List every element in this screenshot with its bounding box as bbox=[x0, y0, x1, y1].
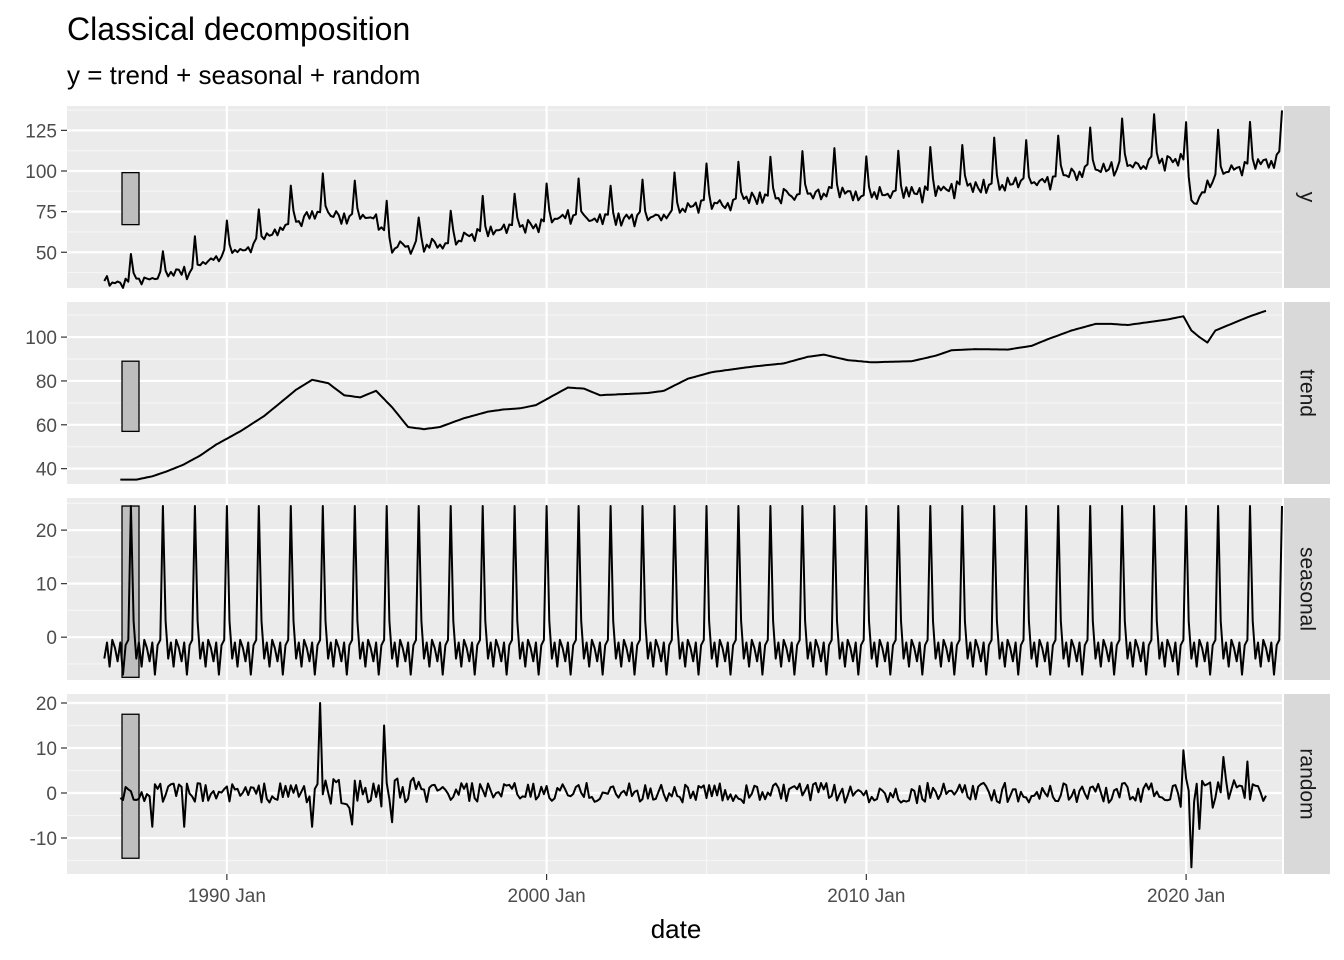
y-tick-label: 50 bbox=[36, 243, 57, 264]
facet-strip bbox=[1284, 106, 1330, 288]
y-tick-label: 10 bbox=[36, 575, 57, 596]
series-line-random bbox=[119, 702, 1267, 869]
facet-strip-label: trend bbox=[1296, 369, 1319, 417]
x-axis-title: date bbox=[651, 914, 702, 944]
y-tick-label: 80 bbox=[36, 372, 57, 393]
x-tick-label: 2000 Jan bbox=[508, 886, 586, 907]
panel-background bbox=[67, 694, 1282, 874]
series-line-seasonal bbox=[103, 505, 1283, 676]
y-tick-label: -10 bbox=[30, 829, 57, 850]
panel-background bbox=[67, 302, 1282, 484]
series-line-y bbox=[103, 110, 1283, 289]
scale-bar bbox=[121, 360, 140, 433]
facet-strip-label: seasonal bbox=[1296, 547, 1319, 631]
y-tick-label: 40 bbox=[36, 460, 57, 481]
scale-bar bbox=[121, 713, 140, 859]
y-tick-label: 125 bbox=[25, 121, 57, 142]
facet-y: 50 75 100 125 y bbox=[25, 106, 1330, 289]
x-tick-label: 1990 Jan bbox=[188, 886, 266, 907]
facet-strip-label: y bbox=[1296, 192, 1319, 203]
y-tick-label: 0 bbox=[46, 628, 57, 649]
y-tick-label: 100 bbox=[25, 162, 57, 183]
x-tick-label: 2010 Jan bbox=[827, 886, 905, 907]
y-tick-label: 0 bbox=[46, 784, 57, 805]
scale-bar bbox=[121, 171, 140, 226]
y-tick-label: 20 bbox=[36, 694, 57, 715]
y-tick-label: 100 bbox=[25, 328, 57, 349]
chart-title: Classical decomposition bbox=[67, 11, 410, 47]
facet-random: -10 0 10 20 random bbox=[30, 694, 1330, 874]
y-tick-label: 75 bbox=[36, 203, 57, 224]
x-tick-label: 2020 Jan bbox=[1147, 886, 1225, 907]
x-axis: 1990 Jan 2000 Jan 2010 Jan 2020 Jan bbox=[188, 874, 1225, 907]
facet-seasonal: 0 10 20 seasonal bbox=[36, 498, 1330, 680]
facet-panels: 5075100125y406080100trend01020seasonal-1… bbox=[25, 106, 1330, 874]
facet-strip bbox=[1284, 498, 1330, 680]
facet-trend: 40 60 80 100 trend bbox=[25, 302, 1330, 484]
facet-strip-label: random bbox=[1296, 748, 1319, 819]
chart-subtitle: y = trend + seasonal + random bbox=[67, 60, 420, 90]
panel-background bbox=[67, 106, 1282, 288]
series-line-trend bbox=[120, 309, 1267, 481]
y-tick-label: 60 bbox=[36, 416, 57, 437]
facet-strip bbox=[1284, 302, 1330, 484]
y-tick-label: 10 bbox=[36, 739, 57, 760]
facet-strip bbox=[1284, 694, 1330, 874]
y-tick-label: 20 bbox=[36, 521, 57, 542]
